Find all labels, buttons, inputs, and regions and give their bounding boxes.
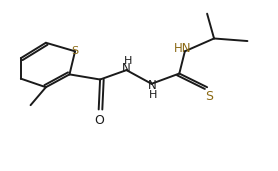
Text: O: O <box>94 114 104 127</box>
Text: S: S <box>205 90 213 103</box>
Text: H: H <box>123 56 132 66</box>
Text: HN: HN <box>174 42 191 55</box>
Text: N: N <box>122 62 131 75</box>
Text: S: S <box>71 46 79 56</box>
Text: H: H <box>149 90 157 100</box>
Text: N: N <box>148 79 157 92</box>
